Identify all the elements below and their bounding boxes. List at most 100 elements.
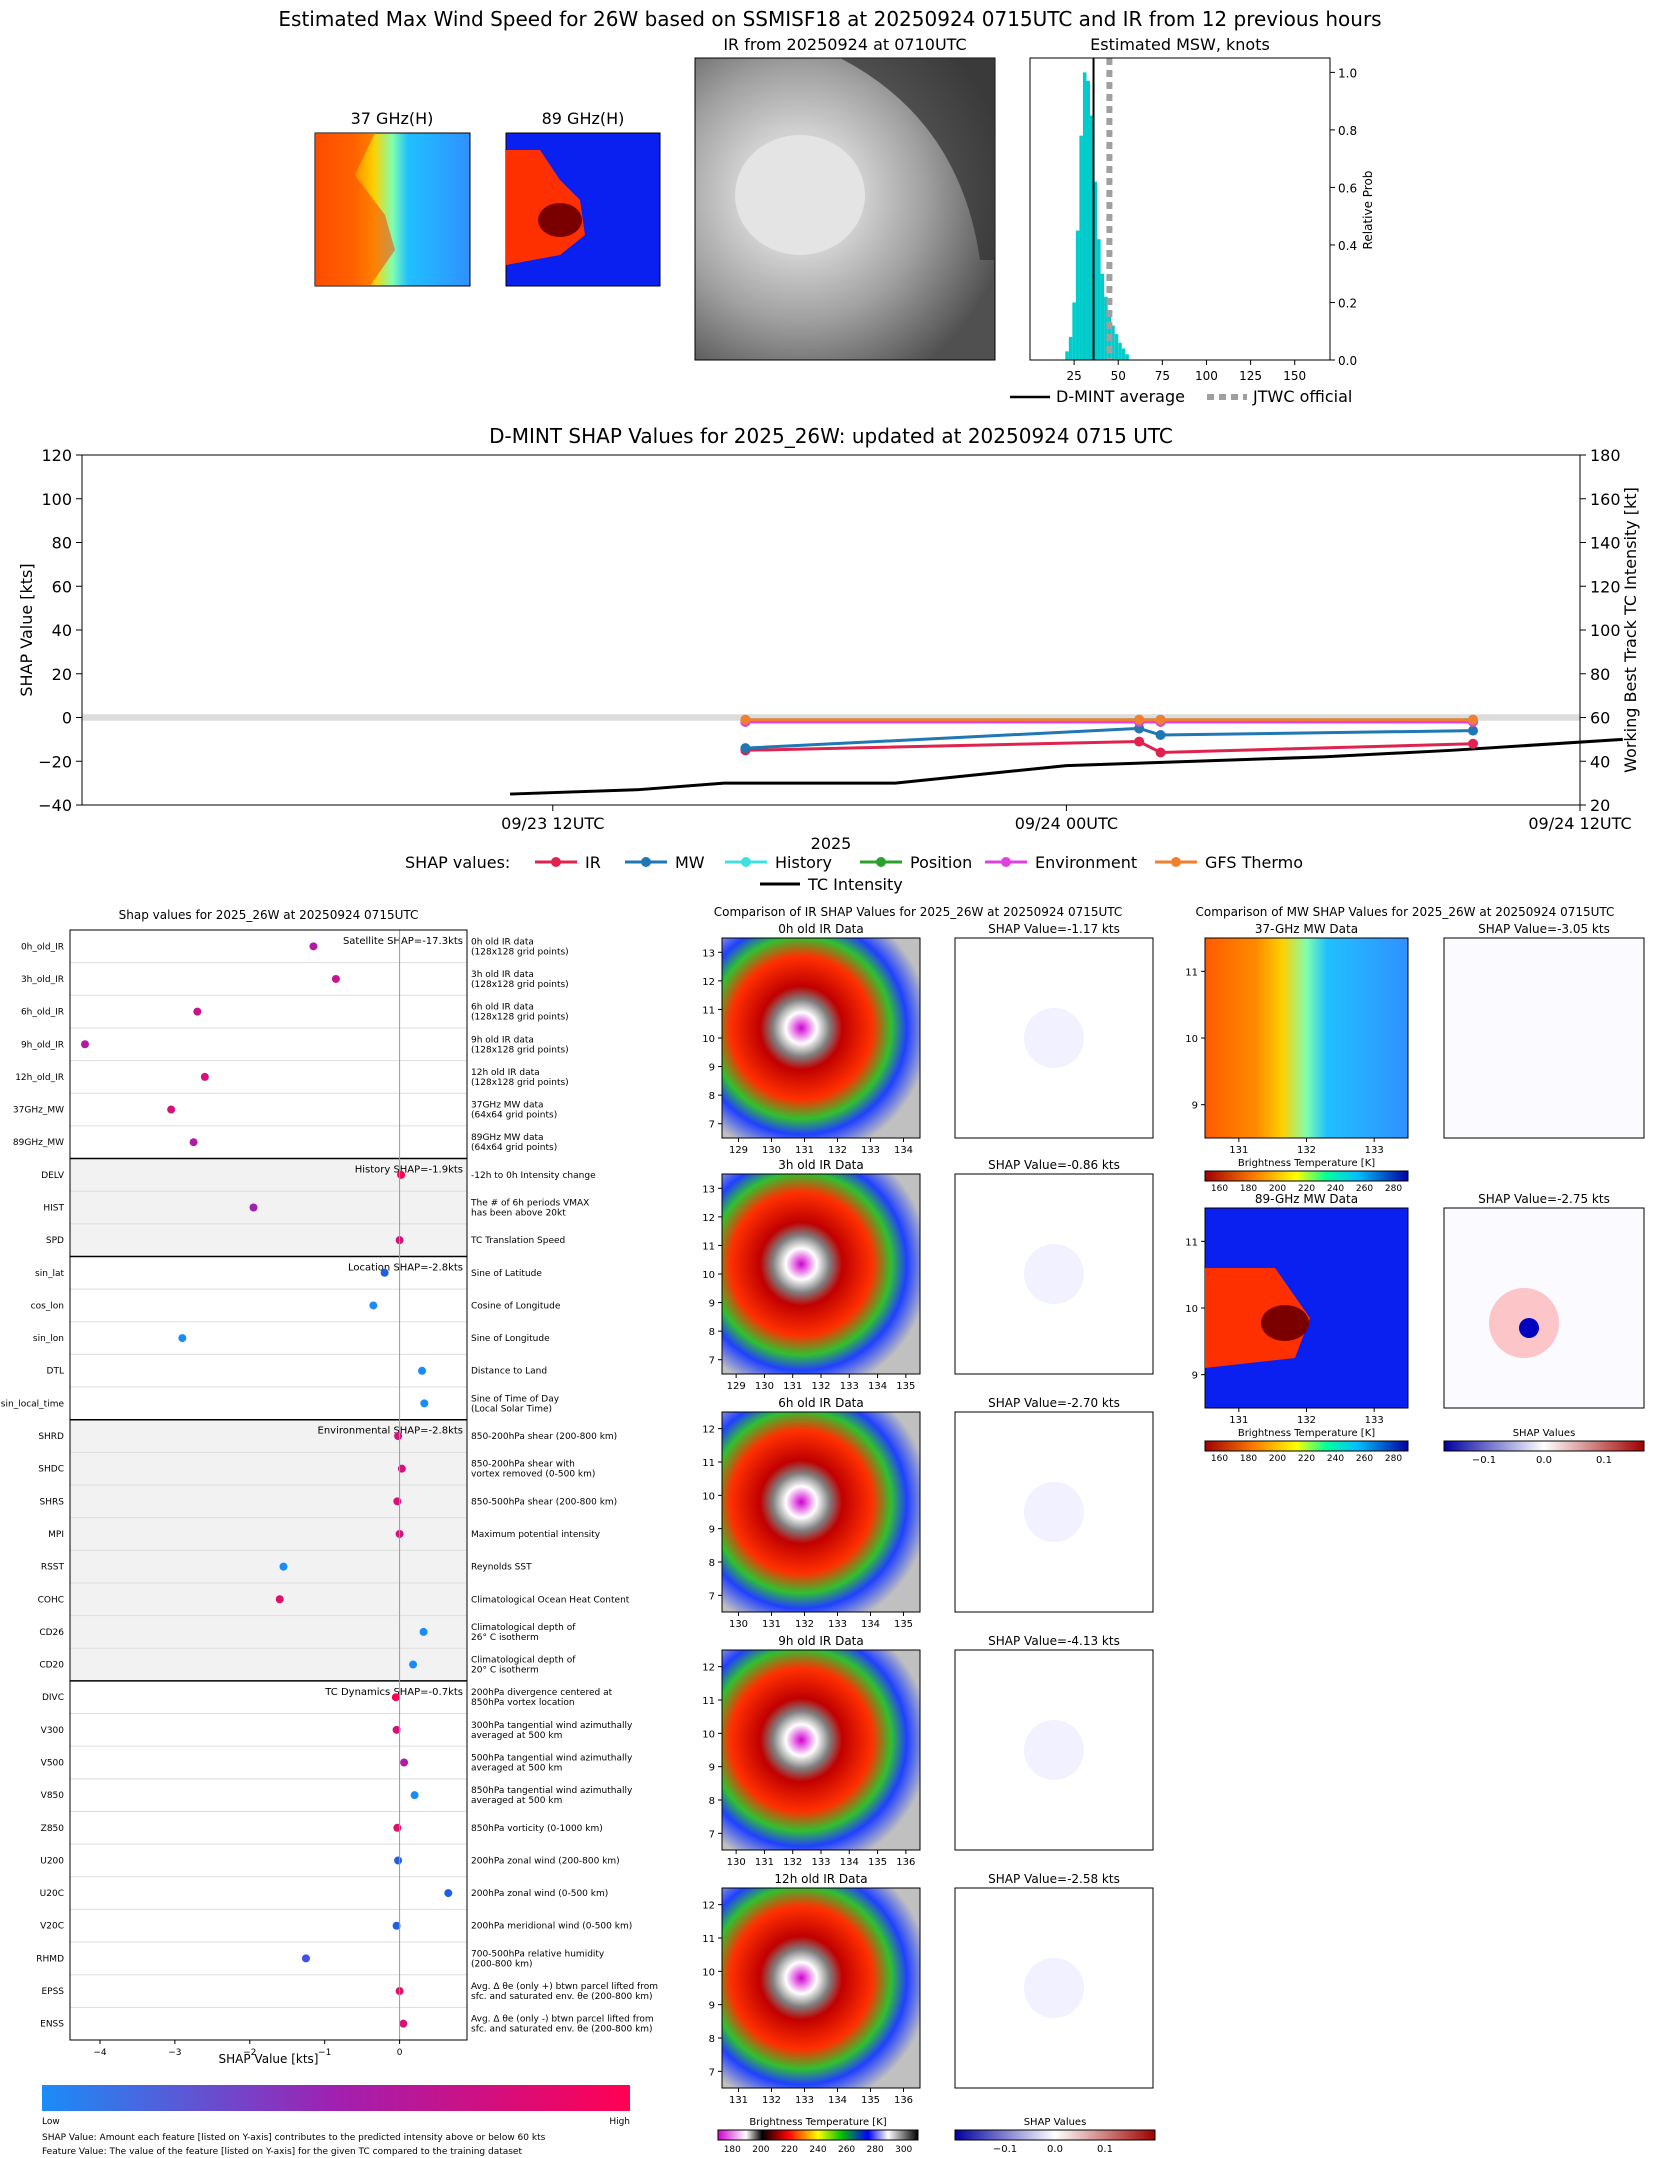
feature-description: Sine of Time of Day xyxy=(471,1394,560,1404)
hist-bar xyxy=(1079,135,1083,360)
hist-ylabel: Relative Prob xyxy=(1361,171,1375,250)
mw-colorbar-tick: 180 xyxy=(1240,1454,1257,1464)
feature-description: 200hPa divergence centered at xyxy=(471,1688,613,1698)
feature-description: (128x128 grid points) xyxy=(471,1013,569,1023)
feature-label: 12h_old_IR xyxy=(15,1073,64,1083)
ir-panel-ytick-label: 11 xyxy=(702,1458,715,1469)
ir-panel-ytick-label: 8 xyxy=(709,1558,715,1569)
mw-colorbar-tick: 220 xyxy=(1298,1184,1315,1194)
ir-panel-ytick-label: 11 xyxy=(702,1005,715,1016)
feature-description: 850-500hPa shear (200-800 km) xyxy=(471,1497,617,1507)
mw-panel-title: 89-GHz MW Data xyxy=(1255,1192,1358,1206)
feature-point xyxy=(394,1432,403,1441)
feature-label: V850 xyxy=(41,1791,65,1801)
feature-label: COHC xyxy=(38,1595,64,1605)
ts-xlabel: 2025 xyxy=(811,834,852,853)
ts-ytick-label: 100 xyxy=(41,490,72,509)
ir-panel-xtick-label: 133 xyxy=(828,1619,847,1630)
ir-panel-ytick-label: 12 xyxy=(702,1425,715,1436)
shap-timeseries: D-MINT SHAP Values for 2025_26W: updated… xyxy=(17,424,1640,894)
feature-description: has been above 20kt xyxy=(471,1209,566,1219)
feature-point xyxy=(279,1562,288,1571)
feature-description: averaged at 500 km xyxy=(471,1731,562,1741)
ir-panel-xtick-label: 130 xyxy=(755,1381,774,1392)
feature-description: (200-800 km) xyxy=(471,1959,532,1969)
ir-panel-ytick-label: 12 xyxy=(702,977,715,988)
feature-point xyxy=(331,974,340,983)
legend-series-marker xyxy=(876,857,886,867)
ir-colorbar-tick: 300 xyxy=(895,2145,912,2155)
shap-series-point xyxy=(1155,714,1166,725)
legend-series-label: GFS Thermo xyxy=(1205,853,1303,872)
hist-xtick-label: 125 xyxy=(1239,369,1262,383)
feature-description: Avg. Δ θe (only +) btwn parcel lifted fr… xyxy=(471,1982,658,1992)
ir-colorbar-tick: 180 xyxy=(724,2145,741,2155)
feature-point xyxy=(369,1301,378,1310)
ir-panel-xtick-label: 132 xyxy=(762,2095,781,2106)
mw-panel-xtick-label: 132 xyxy=(1297,1145,1316,1156)
ir-panel-image xyxy=(721,1411,921,1613)
feature-description: (128x128 grid points) xyxy=(471,1078,569,1088)
shap-series-point xyxy=(740,714,751,725)
feature-description: Climatological depth of xyxy=(471,1656,576,1666)
mw-panel-title: 37-GHz MW Data xyxy=(1255,922,1358,936)
ir-panel-xtick-label: 134 xyxy=(894,1145,913,1156)
feature-description: 26° C isotherm xyxy=(471,1633,539,1643)
ir-colorbar xyxy=(717,2129,919,2141)
ir-shap-blob xyxy=(1024,1482,1084,1542)
ir-panel-ytick-label: 13 xyxy=(702,948,715,959)
mw-shap-map xyxy=(1443,1207,1645,1409)
ir-panel-xtick-label: 129 xyxy=(729,1145,748,1156)
mw-compare-title: Comparison of MW SHAP Values for 2025_26… xyxy=(1196,905,1615,919)
feature-point xyxy=(189,1138,198,1147)
feature-label: 9h_old_IR xyxy=(21,1040,64,1050)
ir-panel-image xyxy=(721,1887,921,2089)
ts-y2tick-label: 100 xyxy=(1590,621,1621,640)
feature-label: sin_local_time xyxy=(1,1399,65,1409)
shap-series-point xyxy=(740,743,751,754)
hist-xtick-label: 75 xyxy=(1155,369,1170,383)
feature-label: DIVC xyxy=(42,1693,64,1703)
hist-bar xyxy=(1118,342,1122,360)
feature-label: RSST xyxy=(41,1563,65,1573)
hist-bar xyxy=(1075,230,1080,360)
feature-point xyxy=(380,1268,389,1277)
shap-feature-plot: Shap values for 2025_26W at 20250924 071… xyxy=(1,908,658,2157)
feature-label: Z850 xyxy=(41,1824,65,1834)
mw-shap-blob-blue xyxy=(1519,1318,1539,1338)
ir-panel-xtick-label: 135 xyxy=(896,1381,915,1392)
mw-shap-colorbar-label: SHAP Values xyxy=(1513,1428,1576,1439)
ir-colorbar-tick: 240 xyxy=(809,2145,826,2155)
ts-y2tick-label: 180 xyxy=(1590,446,1621,465)
hist-bar xyxy=(1097,239,1101,360)
feature-point xyxy=(444,1889,453,1898)
ir-panel-xtick-label: 132 xyxy=(828,1145,847,1156)
mw-colorbar-tick: 260 xyxy=(1356,1454,1373,1464)
mw-panel-ytick-label: 10 xyxy=(1185,1034,1198,1045)
feature-label: V500 xyxy=(41,1759,65,1769)
ir-shap-colorbar-tick: 0.1 xyxy=(1097,2144,1113,2155)
mw-colorbar-label: Brightness Temperature [K] xyxy=(1238,1158,1375,1169)
shap-series-point xyxy=(1134,714,1145,725)
ir-panel-title: 9h old IR Data xyxy=(778,1634,864,1648)
feature-point xyxy=(409,1660,418,1669)
feature-point xyxy=(420,1399,429,1408)
mw-shap-colorbar-tick: 0.1 xyxy=(1596,1455,1612,1466)
feature-point xyxy=(394,1856,403,1865)
feature-description: 0h old IR data xyxy=(471,937,534,947)
ir-panel-xtick-label: 134 xyxy=(868,1381,887,1392)
mw-colorbar-tick: 180 xyxy=(1240,1184,1257,1194)
ir-colorbar-tick: 200 xyxy=(752,2145,769,2155)
feature-description: Distance to Land xyxy=(471,1367,547,1377)
feature-label: CD26 xyxy=(39,1628,64,1638)
note-feature-value: Feature Value: The value of the feature … xyxy=(42,2147,522,2157)
ir-title: IR from 20250924 at 0710UTC xyxy=(723,35,966,54)
feature-point xyxy=(200,1072,209,1081)
feature-point xyxy=(397,1464,406,1473)
ir-shap-title: SHAP Value=-0.86 kts xyxy=(988,1158,1120,1172)
feature-description: TC Translation Speed xyxy=(470,1236,565,1246)
hist-bar xyxy=(1093,181,1098,360)
feature-description: 9h old IR data xyxy=(471,1035,534,1045)
feature-point xyxy=(393,1823,402,1832)
